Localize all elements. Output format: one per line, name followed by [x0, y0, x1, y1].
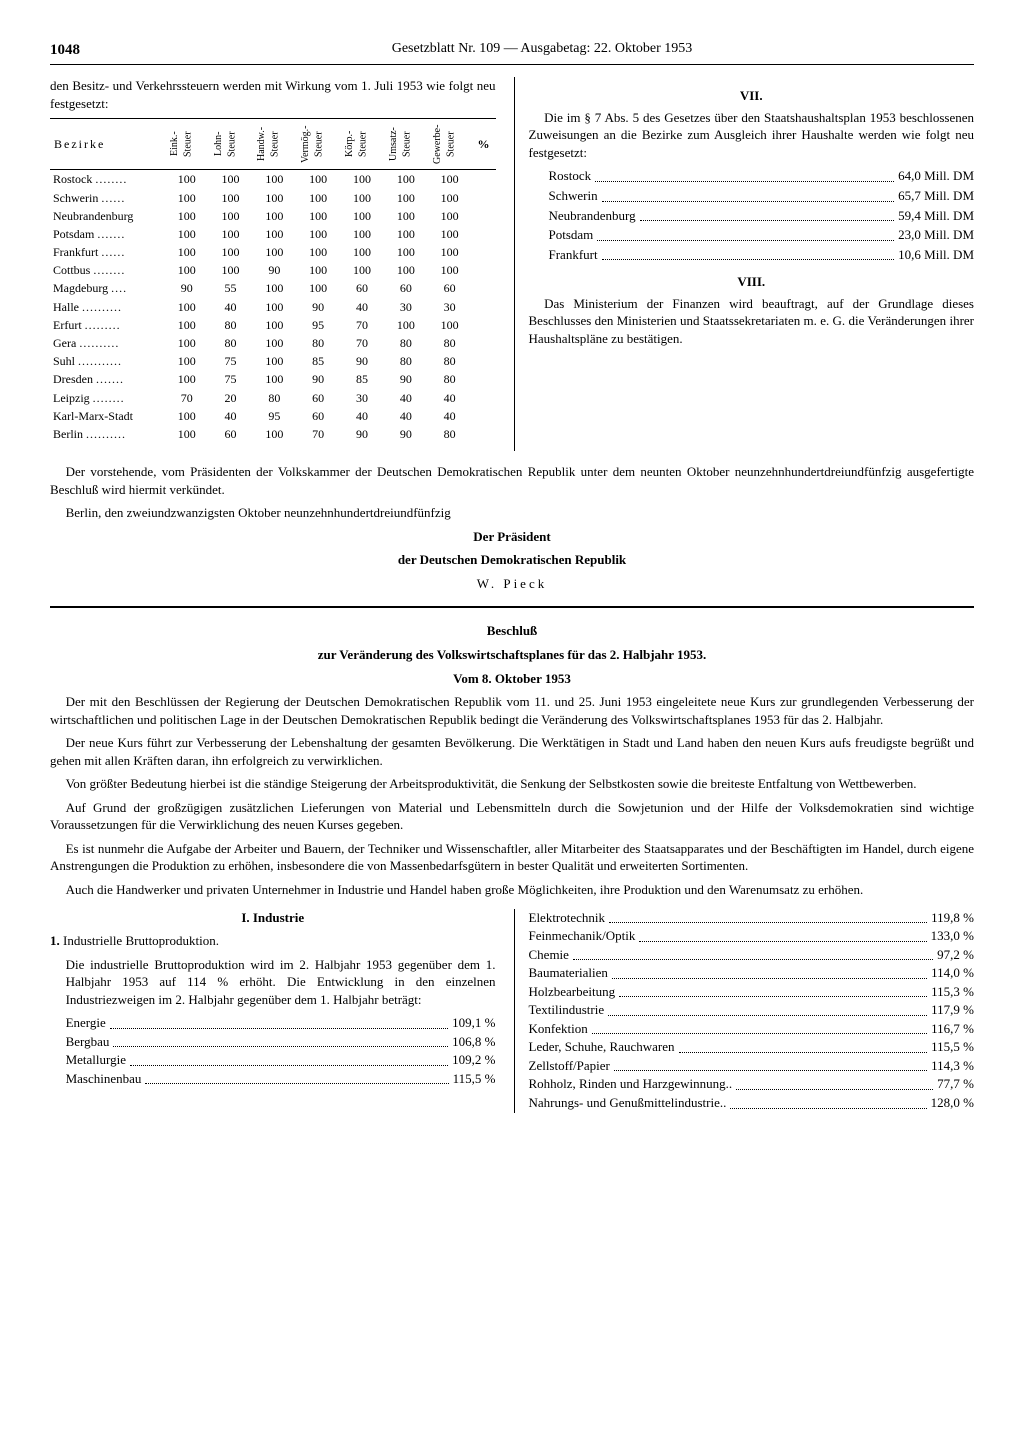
col-gewerbe: Gewerbe-Steuer [431, 120, 458, 168]
closing-p2: Berlin, den zweiundzwanzigsten Oktober n… [50, 504, 974, 522]
table-row: Suhl ...........1007510085908080 [50, 352, 496, 370]
list-item: Nahrungs- und Genußmittelindustrie..128,… [529, 1094, 975, 1112]
top-columns: den Besitz- und Verkehrssteuern werden m… [50, 77, 974, 451]
table-row: Berlin ..........1006010070909080 [50, 425, 496, 443]
table-row: Potsdam .......100100100100100100100 [50, 225, 496, 243]
resolution-h3: Vom 8. Oktober 1953 [50, 670, 974, 688]
table-row: Schwerin ......100100100100100100100 [50, 189, 496, 207]
industry-head: I. Industrie [50, 909, 496, 927]
industry-sub1: 1. Industrielle Bruttoproduktion. [50, 932, 496, 950]
table-row: Erfurt .........100801009570100100 [50, 316, 496, 334]
paragraph: Auf Grund der großzügigen zusätzlichen L… [50, 799, 974, 834]
closing-l3: W. Pieck [50, 575, 974, 593]
divider-rule [50, 606, 974, 608]
col-lohn: Lohn-Steuer [212, 120, 239, 168]
list-item: Maschinenbau115,5 % [66, 1070, 496, 1088]
page-number: 1048 [50, 40, 110, 60]
resolution-h2: zur Veränderung des Volkswirtschaftsplan… [50, 646, 974, 664]
col-bezirke: Bezirke [50, 119, 165, 170]
col-koerp: Körp.-Steuer [343, 120, 370, 168]
section-7-head: VII. [529, 87, 975, 105]
col-vermoeg: Vermög.-Steuer [299, 120, 326, 168]
paragraph: Der mit den Beschlüssen der Regierung de… [50, 693, 974, 728]
list-item: Leder, Schuhe, Rauchwaren115,5 % [529, 1038, 975, 1056]
paragraph: Der neue Kurs führt zur Verbesserung der… [50, 734, 974, 769]
list-item: Metallurgie109,2 % [66, 1051, 496, 1069]
paragraph: Es ist nunmehr die Aufgabe der Arbeiter … [50, 840, 974, 875]
industry-left-list: Energie109,1 %Bergbau106,8 %Metallurgie1… [66, 1014, 496, 1087]
list-item: Zellstoff/Papier114,3 % [529, 1057, 975, 1075]
list-item: Chemie97,2 % [529, 946, 975, 964]
table-row: Dresden .......1007510090859080 [50, 370, 496, 388]
page-container: 1048 Gesetzblatt Nr. 109 — Ausgabetag: 2… [50, 40, 974, 1113]
closing-l2: der Deutschen Demokratischen Republik [50, 551, 974, 569]
list-item: Holzbearbeitung115,3 % [529, 983, 975, 1001]
table-row: Karl-Marx-Stadt 100409560404040 [50, 407, 496, 425]
table-row: Leipzig ........70208060304040 [50, 389, 496, 407]
list-item: Energie109,1 % [66, 1014, 496, 1032]
page-header: 1048 Gesetzblatt Nr. 109 — Ausgabetag: 2… [50, 40, 974, 65]
col-handw: Handw.-Steuer [255, 120, 282, 168]
left-column: den Besitz- und Verkehrssteuern werden m… [50, 77, 496, 451]
list-item: Frankfurt10,6 Mill. DM [549, 246, 975, 264]
list-item: Rohholz, Rinden und Harzgewinnung..77,7 … [529, 1075, 975, 1093]
tax-table: Bezirke Eink.-Steuer Lohn-Steuer Handw.-… [50, 118, 496, 443]
closing-p1: Der vorstehende, vom Präsidenten der Vol… [50, 463, 974, 498]
col-eink: Eink.-Steuer [168, 120, 195, 168]
header-title: Gesetzblatt Nr. 109 — Ausgabetag: 22. Ok… [110, 40, 974, 60]
right-column: VII. Die im § 7 Abs. 5 des Gesetzes über… [514, 77, 975, 451]
closing-block: Der vorstehende, vom Präsidenten der Vol… [50, 463, 974, 592]
list-item: Rostock64,0 Mill. DM [549, 167, 975, 185]
list-item: Elektrotechnik119,8 % [529, 909, 975, 927]
table-row: Magdeburg ....9055100100606060 [50, 279, 496, 297]
section-7-text: Die im § 7 Abs. 5 des Gesetzes über den … [529, 109, 975, 162]
resolution-h1: Beschluß [50, 622, 974, 640]
list-item: Feinmechanik/Optik133,0 % [529, 927, 975, 945]
list-item: Bergbau106,8 % [66, 1033, 496, 1051]
col-pct: % [472, 119, 496, 170]
col-umsatz: Umsatz-Steuer [387, 120, 414, 168]
paragraph: Auch die Handwerker und privaten Unterne… [50, 881, 974, 899]
section-8-head: VIII. [529, 273, 975, 291]
allocation-list: Rostock64,0 Mill. DM Schwerin65,7 Mill. D… [549, 167, 975, 263]
industry-left: I. Industrie 1. Industrielle Bruttoprodu… [50, 909, 496, 1113]
industry-right-list: Elektrotechnik119,8 %Feinmechanik/Optik1… [529, 909, 975, 1112]
list-item: Konfektion116,7 % [529, 1020, 975, 1038]
section-8-text: Das Ministerium der Finanzen wird beauft… [529, 295, 975, 348]
intro-text: den Besitz- und Verkehrssteuern werden m… [50, 77, 496, 112]
table-row: Frankfurt ......100100100100100100100 [50, 243, 496, 261]
list-item: Potsdam23,0 Mill. DM [549, 226, 975, 244]
industry-sub1-text: Die industrielle Bruttoproduktion wird i… [66, 956, 496, 1009]
industry-right: Elektrotechnik119,8 %Feinmechanik/Optik1… [514, 909, 975, 1113]
table-row: Cottbus ........10010090100100100100 [50, 261, 496, 279]
list-item: Schwerin65,7 Mill. DM [549, 187, 975, 205]
closing-l1: Der Präsident [50, 528, 974, 546]
table-row: Rostock ........100100100100100100100 [50, 170, 496, 189]
list-item: Textilindustrie117,9 % [529, 1001, 975, 1019]
industry-columns: I. Industrie 1. Industrielle Bruttoprodu… [50, 909, 974, 1113]
resolution-block: Beschluß zur Veränderung des Volkswirtsc… [50, 622, 974, 898]
paragraph: Von größter Bedeutung hierbei ist die st… [50, 775, 974, 793]
table-row: Neubrandenburg 100100100100100100100 [50, 207, 496, 225]
list-item: Neubrandenburg59,4 Mill. DM [549, 207, 975, 225]
table-row: Halle ..........1004010090403030 [50, 298, 496, 316]
list-item: Baumaterialien114,0 % [529, 964, 975, 982]
table-row: Gera ..........1008010080708080 [50, 334, 496, 352]
